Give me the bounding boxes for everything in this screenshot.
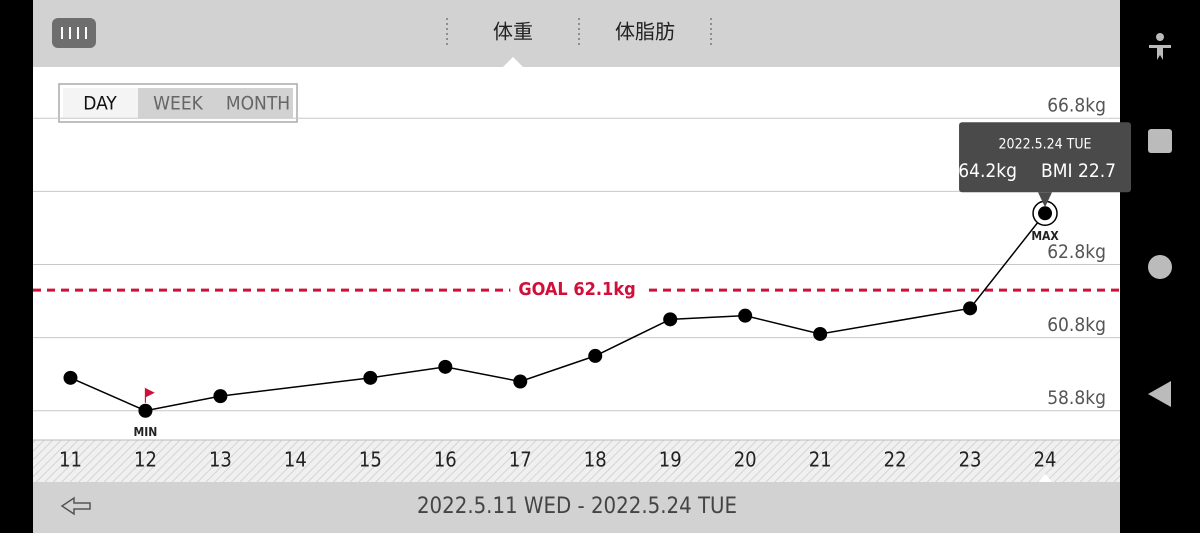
data-point bbox=[738, 308, 753, 323]
data-point bbox=[1038, 206, 1053, 221]
footer bbox=[33, 482, 1120, 533]
month-label[interactable]: MONTH bbox=[226, 93, 290, 115]
data-point bbox=[963, 301, 978, 316]
x-tick-label: 15 bbox=[359, 448, 382, 472]
max-label: MAX bbox=[1031, 229, 1059, 243]
goal-label: GOAL 62.1kg bbox=[518, 279, 635, 300]
tab-separators bbox=[446, 18, 712, 48]
data-point bbox=[138, 403, 153, 418]
data-point bbox=[588, 348, 603, 363]
back-arrow[interactable] bbox=[60, 496, 91, 516]
data-point bbox=[813, 326, 828, 341]
x-tick-label: 20 bbox=[734, 448, 757, 472]
x-tick-label: 17 bbox=[509, 448, 532, 472]
data-point bbox=[438, 359, 453, 374]
tab-weight[interactable]: 体重 bbox=[493, 20, 533, 44]
data-point bbox=[363, 370, 378, 385]
x-axis-band bbox=[33, 440, 1120, 482]
y-tick-label: 60.8kg bbox=[1047, 314, 1106, 336]
date-range: 2022.5.11 WED - 2022.5.24 TUE bbox=[417, 494, 737, 519]
data-point bbox=[663, 312, 678, 327]
x-tick-label: 19 bbox=[659, 448, 682, 472]
x-tick-label: 13 bbox=[209, 448, 232, 472]
x-tick-label: 24 bbox=[1034, 448, 1057, 472]
week-month-buttons[interactable] bbox=[138, 88, 293, 118]
y-tick-label: 66.8kg bbox=[1047, 95, 1106, 117]
x-tick-label: 22 bbox=[884, 448, 907, 472]
x-tick-label: 23 bbox=[959, 448, 982, 472]
tooltip-pointer bbox=[1038, 192, 1053, 208]
tooltip-bmi: BMI 22.7 bbox=[1041, 160, 1116, 182]
min-flag bbox=[144, 387, 155, 403]
week-label[interactable]: WEEK bbox=[153, 93, 204, 115]
y-tick-label: 62.8kg bbox=[1047, 241, 1106, 263]
x-tick-label: 18 bbox=[584, 448, 607, 472]
tooltip bbox=[959, 122, 1132, 193]
goal-label-bg bbox=[510, 278, 644, 303]
x-tick-label: 21 bbox=[809, 448, 832, 472]
data-point bbox=[63, 370, 78, 385]
day-label[interactable]: DAY bbox=[83, 93, 117, 115]
tooltip-weight: 64.2kg bbox=[958, 160, 1017, 182]
tab-body-fat[interactable]: 体脂肪 bbox=[615, 20, 675, 44]
selected-day-marker bbox=[1038, 474, 1053, 482]
data-point bbox=[213, 389, 228, 404]
tooltip-date: 2022.5.24 TUE bbox=[999, 136, 1092, 152]
x-tick-label: 12 bbox=[134, 448, 157, 472]
menu-icon[interactable] bbox=[52, 18, 96, 48]
day-button[interactable] bbox=[63, 88, 138, 118]
menu-icon-lines bbox=[61, 27, 87, 39]
nav-bar bbox=[1148, 33, 1172, 407]
min-label: MIN bbox=[134, 425, 158, 439]
x-tick-label: 16 bbox=[434, 448, 457, 472]
header bbox=[33, 0, 1120, 67]
x-tick-label: 11 bbox=[59, 448, 82, 472]
weight-line bbox=[70, 212, 1046, 412]
tab-indicator bbox=[503, 57, 523, 67]
x-tick-label: 14 bbox=[284, 448, 307, 472]
data-point bbox=[513, 374, 528, 389]
y-tick-label: 58.8kg bbox=[1047, 387, 1106, 409]
chart-area bbox=[33, 67, 1120, 440]
